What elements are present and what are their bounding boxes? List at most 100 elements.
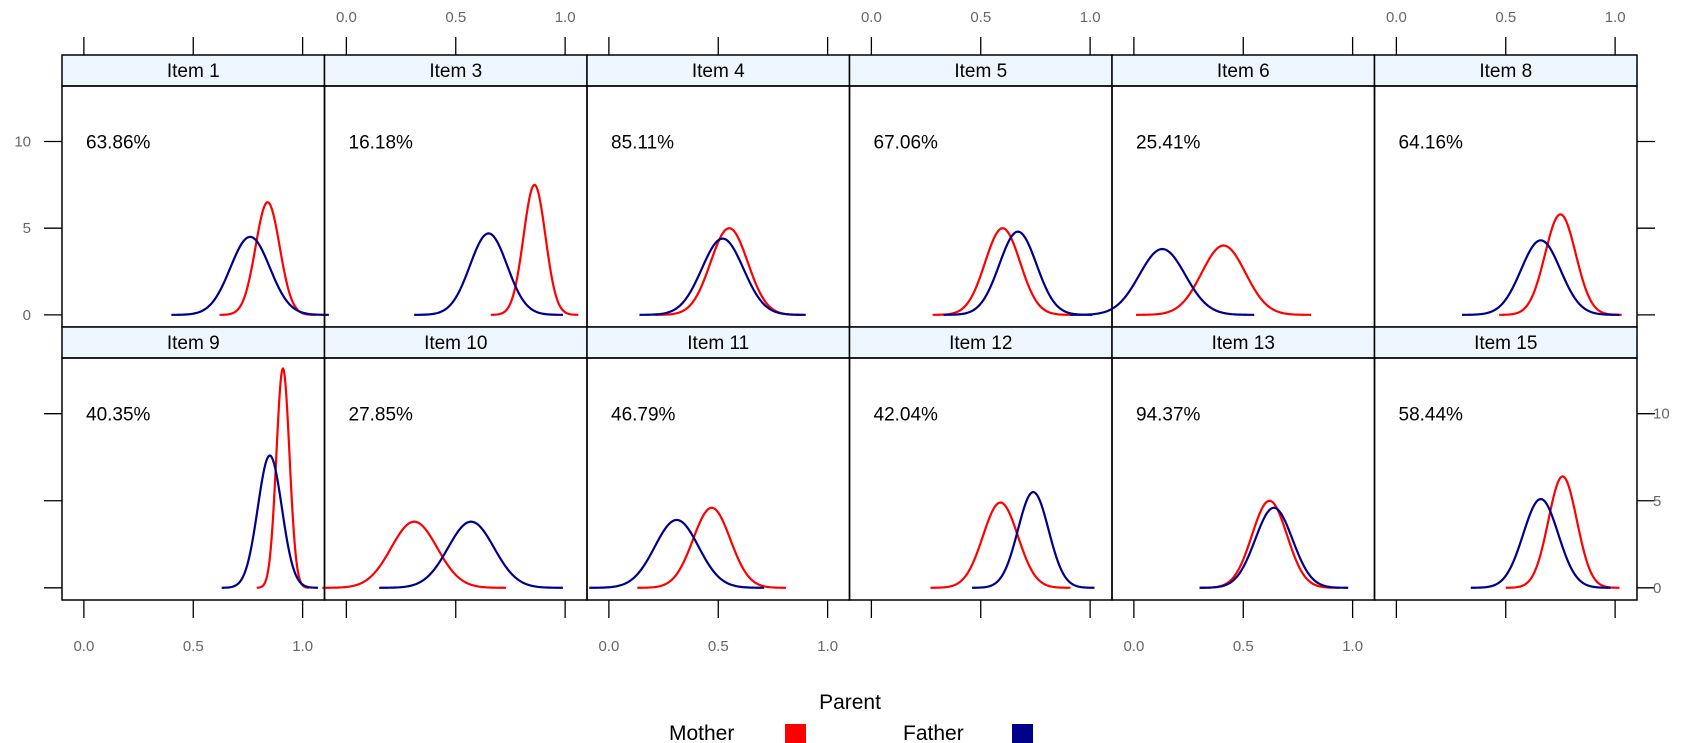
percent-label: 67.06% (874, 132, 939, 153)
x-tick-label-bottom: 0.5 (1233, 638, 1254, 655)
legend-swatch-father (1012, 724, 1033, 743)
strip-background (1373, 326, 1638, 359)
x-tick-label-top: 0.0 (1386, 9, 1407, 26)
strip-background (586, 54, 851, 87)
panel-border (1111, 85, 1376, 328)
father-density-line (1470, 497, 1611, 589)
panel-item-5: Item 5 67.06% (848, 54, 1113, 328)
mother-density-line (932, 227, 1073, 316)
percent-label: 40.35% (86, 405, 151, 426)
x-tick-label-top: 1.0 (1605, 9, 1626, 26)
x-tick-label-top: 0.5 (445, 9, 466, 26)
strip-label: Item 9 (167, 333, 220, 354)
percent-label: 63.86% (86, 132, 151, 153)
panel-item-4: Item 4 85.11% (586, 54, 851, 328)
strip-label: Item 1 (167, 61, 220, 82)
legend-title: Parent (819, 691, 881, 714)
x-tick-label-top: 0.0 (336, 9, 357, 26)
panel-border (1373, 357, 1638, 601)
strip-label: Item 4 (692, 61, 745, 82)
x-tick-label-bottom: 1.0 (817, 638, 838, 655)
panel-border (323, 85, 588, 328)
x-tick-label-bottom: 0.5 (183, 638, 204, 655)
panel-border (586, 357, 851, 601)
x-tick-label-top: 1.0 (555, 9, 576, 26)
panel-border (61, 85, 326, 328)
strip-label: Item 3 (429, 61, 482, 82)
father-density-line (639, 237, 806, 316)
father-density-line (971, 490, 1095, 589)
panel-item-15: Item 15 58.44% (1373, 326, 1638, 601)
panel-item-9: Item 9 40.35% (61, 326, 326, 601)
x-tick-label-bottom: 0.5 (708, 638, 729, 655)
x-tick-label-bottom: 1.0 (1342, 638, 1363, 655)
mother-density-line (930, 501, 1071, 589)
father-density-line (589, 518, 765, 589)
father-density-line (1199, 506, 1349, 589)
legend: Parent Mother Father (669, 691, 1033, 743)
x-tick-label-bottom: 0.0 (73, 638, 94, 655)
panel-item-1: Item 1 63.86% (61, 54, 329, 328)
panel-border (1373, 85, 1638, 328)
y-tick-label-right: 10 (1653, 406, 1670, 423)
strip-label: Item 10 (424, 333, 487, 354)
x-tick-label-bottom: 0.0 (1123, 638, 1144, 655)
panel-border (586, 85, 851, 328)
strip-label: Item 15 (1474, 333, 1537, 354)
panel-border (848, 357, 1113, 601)
mother-density-line (1136, 244, 1312, 316)
father-density-line (171, 235, 329, 316)
strip-background (586, 326, 851, 359)
legend-label-father: Father (903, 722, 964, 743)
x-tick-label-bottom: 1.0 (292, 638, 313, 655)
y-tick-label-left: 10 (14, 133, 31, 150)
percent-label: 46.79% (611, 405, 676, 426)
panel-item-6: Item 6 25.41% (1070, 54, 1376, 328)
x-tick-label-top: 0.5 (1495, 9, 1516, 26)
y-tick-label-left: 0 (23, 307, 31, 324)
legend-label-mother: Mother (669, 722, 734, 743)
panel-item-3: Item 3 16.18% (323, 54, 588, 328)
percent-label: 85.11% (611, 132, 674, 153)
percent-label: 94.37% (1136, 405, 1201, 426)
strip-label: Item 6 (1217, 61, 1270, 82)
y-tick-label-right: 0 (1653, 580, 1661, 597)
father-density-line (379, 520, 563, 589)
father-density-line (1070, 247, 1255, 316)
percent-label: 42.04% (874, 405, 939, 426)
father-density-line (943, 230, 1093, 316)
panel-border (323, 357, 588, 601)
strip-label: Item 8 (1479, 61, 1532, 82)
percent-label: 25.41% (1136, 132, 1201, 153)
y-tick-label-right: 5 (1653, 493, 1661, 510)
x-tick-label-top: 1.0 (1080, 9, 1101, 26)
mother-density-line (256, 367, 310, 589)
percent-label: 16.18% (349, 132, 414, 153)
strip-label: Item 12 (949, 333, 1012, 354)
panel-item-10: Item 10 27.85% (322, 326, 588, 601)
panel-item-8: Item 8 64.16% (1373, 54, 1638, 328)
x-tick-label-bottom: 0.0 (598, 638, 619, 655)
father-density-line (414, 232, 563, 316)
mother-density-line (1199, 499, 1340, 589)
panel-border (848, 85, 1113, 328)
panel-item-13: Item 13 94.37% (1111, 326, 1376, 601)
y-tick-label-left: 5 (23, 220, 31, 237)
mother-density-line (637, 506, 787, 589)
mother-density-line (1505, 475, 1620, 589)
strip-label: Item 5 (954, 61, 1007, 82)
mother-density-line (490, 183, 579, 316)
percent-label: 64.16% (1399, 132, 1464, 153)
panel-item-12: Item 12 42.04% (848, 326, 1113, 601)
x-tick-label-top: 0.5 (970, 9, 991, 26)
father-density-line (1461, 239, 1620, 316)
panel-border (1111, 357, 1376, 601)
panel-item-11: Item 11 46.79% (586, 326, 851, 601)
percent-label: 58.44% (1399, 405, 1464, 426)
percent-label: 27.85% (349, 405, 414, 426)
mother-density-line (322, 520, 507, 589)
legend-swatch-mother (785, 724, 806, 743)
x-tick-label-top: 0.0 (861, 9, 882, 26)
father-density-line (221, 454, 318, 589)
